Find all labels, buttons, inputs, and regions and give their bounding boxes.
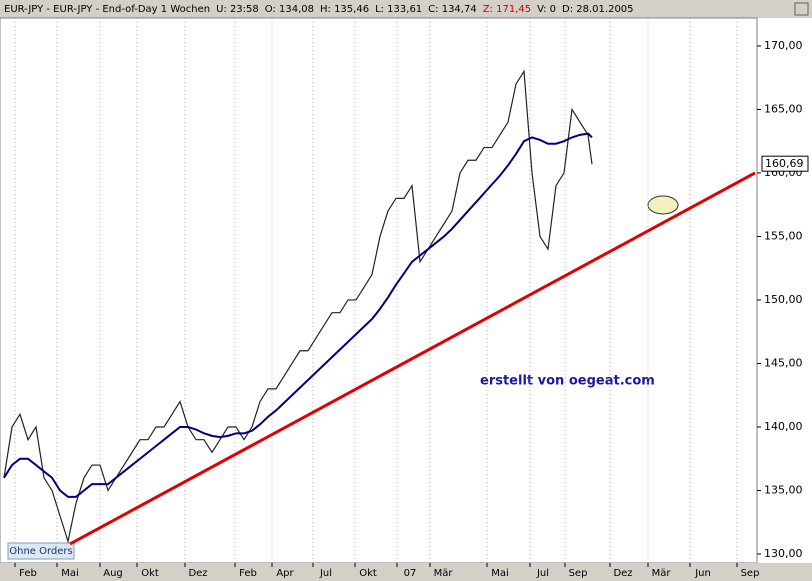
y-tick-label: 155,00: [764, 229, 803, 242]
x-tick-label: Apr: [276, 568, 294, 579]
x-tick-label: Sep: [741, 568, 760, 579]
x-tick-label: Feb: [19, 568, 37, 579]
series-line: [3, 132, 593, 498]
header-bar: [0, 0, 812, 18]
header-text: EUR-JPY - EUR-JPY - End-of-Day 1 Wochen U…: [4, 4, 634, 15]
highlight-ellipse: [647, 195, 679, 215]
x-axis-area: [0, 563, 812, 581]
y-tick-label: 145,00: [764, 356, 803, 369]
x-tick-label: Mai: [61, 568, 79, 579]
x-tick-label: 07: [404, 568, 417, 579]
x-tick-label: Okt: [141, 568, 159, 579]
header-field: Z: 171,45: [483, 4, 531, 15]
header-field: C: 134,74: [428, 4, 477, 15]
header-field: V: 0: [537, 4, 556, 15]
y-tick-label: 130,00: [764, 547, 803, 560]
header-field: D: 28.01.2005: [562, 4, 634, 15]
y-axis-area: [757, 18, 812, 563]
x-tick-label: Aug: [103, 568, 123, 579]
y-tick-label: 135,00: [764, 483, 803, 496]
x-tick-label: Mär: [652, 568, 672, 579]
trend-line: [69, 171, 756, 546]
last-price-label: 160,69: [765, 157, 804, 170]
series-line: [3, 69, 593, 544]
watermark: erstellt von oegeat.com: [480, 374, 655, 389]
x-tick-label: Dez: [188, 568, 207, 579]
last-price-box: [761, 155, 809, 172]
window-button[interactable]: [794, 2, 809, 16]
header: EUR-JPY - EUR-JPY - End-of-Day 1 Wochen U…: [4, 4, 634, 15]
x-tick-label: Mai: [491, 568, 509, 579]
x-tick-label: Jul: [536, 568, 549, 579]
x-tick-label: Okt: [359, 568, 377, 579]
x-tick-label: Sep: [569, 568, 588, 579]
x-tick-label: Feb: [239, 568, 257, 579]
y-tick-label: 140,00: [764, 420, 803, 433]
x-tick-label: Jul: [319, 568, 332, 579]
y-tick-label: 170,00: [764, 39, 803, 52]
y-tick-label: 165,00: [764, 102, 803, 115]
x-tick-label: Dez: [613, 568, 632, 579]
header-field: EUR-JPY - EUR-JPY - End-of-Day 1 Wochen: [4, 4, 210, 15]
plot-area: [0, 17, 758, 564]
header-field: U: 23:58: [216, 4, 259, 15]
header-field: L: 133,61: [375, 4, 422, 15]
header-field: H: 135,46: [320, 4, 369, 15]
y-tick-label: 150,00: [764, 293, 803, 306]
orders-button-label[interactable]: Ohne Orders: [9, 546, 73, 557]
x-tick-label: Mär: [434, 568, 454, 579]
x-tick-label: Jun: [694, 568, 711, 579]
header-field: O: 134,08: [265, 4, 314, 15]
